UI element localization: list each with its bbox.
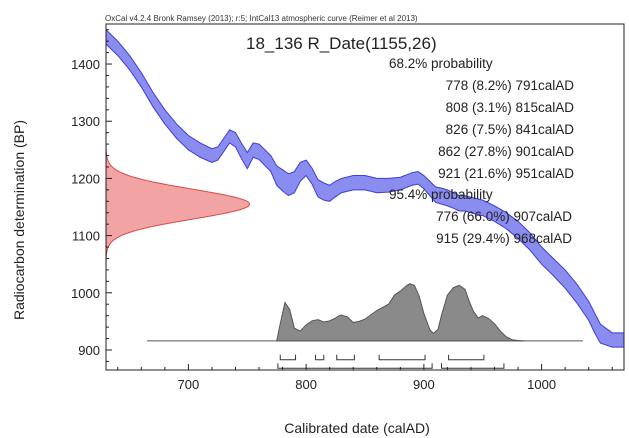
plot-frame	[105, 23, 625, 371]
range-95-bracket	[441, 363, 505, 369]
measurement-distribution	[106, 141, 251, 268]
range-annotation: 915 (29.4%) 968calAD	[436, 231, 572, 246]
range-annotation: 778 (8.2%) 791calAD	[446, 78, 575, 93]
range-95-bracket	[277, 363, 433, 369]
software-credit: OxCal v4.2.4 Bronk Ramsey (2013); r:5; I…	[105, 14, 418, 23]
x-axis-title: Calibrated date (calAD)	[284, 420, 430, 436]
calibration-curve-lower	[106, 43, 624, 348]
x-tick-label: 1000	[527, 377, 556, 392]
range-annotation: 776 (66.0%) 907calAD	[436, 209, 572, 224]
axes: 700 800 900 1000 900 1000 1100 1200 1300 1400	[71, 29, 613, 392]
x-tick-label: 800	[295, 377, 317, 392]
range-annotation: 826 (7.5%) 841calAD	[446, 122, 575, 137]
range-annotation: 862 (27.8%) 901calAD	[438, 144, 574, 159]
posterior-distribution	[276, 283, 524, 342]
y-tick-label: 1100	[72, 229, 100, 244]
range-annotation: 808 (3.1%) 815calAD	[446, 100, 575, 115]
y-tick-label: 1300	[71, 114, 100, 129]
range-68-bracket	[378, 354, 426, 361]
calibration-curve-upper	[106, 29, 624, 334]
plot-content	[106, 29, 624, 369]
y-tick-label: 900	[78, 343, 100, 358]
probability-annotations: 68.2% probability 778 (8.2%) 791calAD 808 …	[389, 56, 574, 246]
plot-title: 18_136 R_Date(1155,26)	[246, 34, 437, 53]
x-tick-label: 700	[178, 377, 200, 392]
calibration-curve-band	[106, 29, 624, 348]
y-axis-title: Radiocarbon determination (BP)	[11, 120, 27, 320]
x-tick-label: 900	[413, 377, 435, 392]
range-68-bracket	[279, 354, 297, 361]
range-annotation: 68.2% probability	[389, 56, 493, 71]
y-tick-label: 1400	[71, 57, 100, 72]
range-annotation: 921 (21.6%) 951calAD	[438, 166, 574, 181]
range-68-bracket	[448, 354, 485, 361]
y-tick-label: 1000	[71, 286, 100, 301]
range-68-bracket	[336, 354, 355, 361]
range-68-bracket	[315, 354, 325, 361]
plot-area	[106, 29, 624, 369]
y-tick-label: 1200	[71, 171, 100, 186]
range-annotation: 95.4% probability	[389, 187, 493, 202]
